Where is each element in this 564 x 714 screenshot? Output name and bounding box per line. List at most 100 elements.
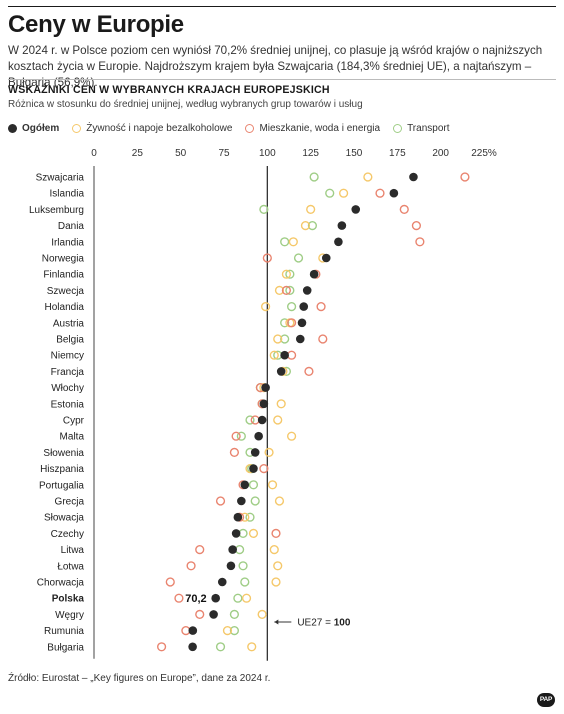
overall-point xyxy=(409,172,418,182)
page-title: Ceny w Europie xyxy=(8,11,184,38)
transport-point xyxy=(280,318,290,328)
legend-marker-housing xyxy=(245,123,255,133)
overall-point xyxy=(257,415,267,425)
food-point xyxy=(288,237,298,247)
overall-point xyxy=(337,221,347,230)
overall-point xyxy=(334,237,343,247)
country-label: Finlandia xyxy=(43,270,84,281)
overall-point xyxy=(217,577,227,587)
housing-point xyxy=(165,577,175,587)
lead-paragraph: W 2024 r. w Polsce poziom cen wyniósł 70… xyxy=(8,44,543,89)
housing-point xyxy=(259,464,269,474)
country-label: Malta xyxy=(60,432,85,443)
overall-point xyxy=(254,431,263,441)
transport-point xyxy=(248,480,259,490)
legend-label-housing: Mieszkanie, woda i energia xyxy=(259,122,381,134)
housing-point xyxy=(195,545,205,555)
pap-logo: PAP xyxy=(537,693,555,707)
overall-point xyxy=(237,496,246,506)
transport-point xyxy=(285,269,295,279)
country-label: Norwegia xyxy=(42,254,85,265)
divider xyxy=(8,79,556,80)
x-tick-label: 125 xyxy=(302,148,319,159)
food-point xyxy=(269,350,279,360)
housing-point xyxy=(316,302,326,312)
country-label: Łotwa xyxy=(57,561,84,572)
food-point xyxy=(274,496,285,506)
country-label: Belgia xyxy=(56,335,84,346)
overall-point xyxy=(309,269,319,279)
overall-point xyxy=(250,448,260,457)
housing-point xyxy=(174,593,184,603)
x-tick-label: 0 xyxy=(91,148,97,159)
food-point xyxy=(267,480,278,490)
transport-point xyxy=(280,237,290,247)
transport-point xyxy=(229,609,240,620)
legend-item-food: Żywność i napoje bezalkoholowe xyxy=(72,123,232,134)
reference-label-prefix: UE27 = xyxy=(297,618,333,629)
chart-heading: WSKAŹNIKI CEN W WYBRANYCH KRAJACH EUROPE… xyxy=(8,84,330,96)
transport-point xyxy=(236,431,246,441)
country-label: Słowacja xyxy=(44,513,84,524)
x-tick-label: 50 xyxy=(175,148,187,159)
x-tick-label: 100 xyxy=(259,148,276,159)
transport-point xyxy=(238,561,248,571)
overall-point xyxy=(226,561,236,571)
housing-point xyxy=(375,188,385,198)
legend-label-overall: Ogółem xyxy=(22,122,60,134)
source-note: Źródło: Eurostat – „Key figures on Europ… xyxy=(8,673,271,684)
overall-point xyxy=(259,399,269,409)
food-point xyxy=(339,188,349,198)
food-point xyxy=(300,220,311,231)
transport-point xyxy=(250,496,260,506)
legend-marker-transport xyxy=(393,123,403,133)
country-label: Szwajcaria xyxy=(36,173,85,184)
food-point xyxy=(257,609,267,620)
dot-plot-chart: 0 25 50 75 100 125 150 175 200 225% Szwajcaria Isla… xyxy=(29,148,497,661)
overall-point xyxy=(321,253,331,263)
country-label: Luksemburg xyxy=(29,205,84,216)
food-point xyxy=(363,172,373,182)
food-point xyxy=(273,561,283,571)
housing-point xyxy=(318,334,328,344)
transport-point xyxy=(233,593,243,603)
housing-point xyxy=(304,366,314,377)
overall-point xyxy=(299,302,309,311)
x-tick-label: 200 xyxy=(432,148,449,159)
overall-point xyxy=(389,188,399,198)
country-label: Cypr xyxy=(63,416,85,427)
housing-point xyxy=(215,496,226,506)
housing-point xyxy=(262,253,272,263)
country-label: Dania xyxy=(58,221,85,232)
food-point xyxy=(274,285,285,296)
food-point xyxy=(273,415,283,425)
country-label: Słowenia xyxy=(43,448,84,459)
legend-marker-overall xyxy=(8,123,17,133)
transport-point xyxy=(245,415,255,425)
food-point xyxy=(222,626,233,636)
housing-point xyxy=(157,642,167,652)
food-point xyxy=(264,447,274,458)
country-label: Austria xyxy=(53,318,85,329)
transport-point xyxy=(245,512,255,522)
food-point xyxy=(306,204,316,215)
overall-point xyxy=(351,205,361,214)
overall-point xyxy=(233,512,243,522)
reference-label: UE27 = 100 xyxy=(297,618,351,629)
food-point xyxy=(287,431,297,441)
housing-point xyxy=(415,237,425,247)
food-point xyxy=(269,545,279,555)
housing-point xyxy=(231,431,241,441)
transport-point xyxy=(285,285,295,296)
overall-point xyxy=(261,383,270,392)
overall-point xyxy=(295,334,305,344)
reference-arrowhead xyxy=(274,619,279,625)
housing-point xyxy=(186,561,196,571)
overall-point xyxy=(211,593,220,603)
transport-point xyxy=(215,642,226,652)
food-point xyxy=(247,642,257,652)
transport-point xyxy=(240,577,250,587)
overall-point xyxy=(188,642,197,652)
country-label: Grecja xyxy=(55,497,85,508)
chart-subheading: Różnica w stosunku do średniej unijnej, … xyxy=(8,99,363,110)
